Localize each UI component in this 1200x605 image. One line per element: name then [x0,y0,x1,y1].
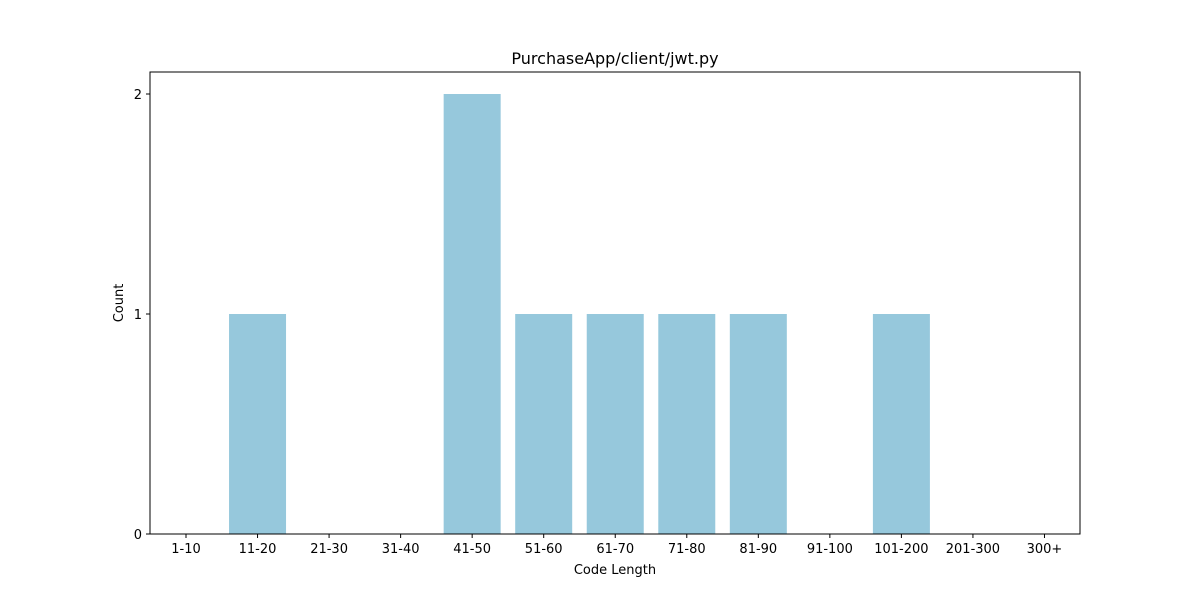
x-tick-label: 61-70 [596,542,634,557]
y-tick-label: 2 [134,88,142,103]
x-tick-label: 11-20 [239,542,277,557]
x-tick-label: 1-10 [171,542,201,557]
x-tick-label: 41-50 [453,542,491,557]
x-tick-label: 31-40 [382,542,420,557]
bar-51-60 [515,314,573,534]
bar-101-200 [872,314,930,534]
x-tick-label: 21-30 [310,542,348,557]
x-axis-label: Code Length [574,563,656,578]
x-tick-label: 81-90 [739,542,777,557]
y-axis-label: Count [112,284,127,323]
y-axis: 0 1 2 [134,88,150,543]
x-tick-label: 71-80 [668,542,706,557]
bar-81-90 [729,314,787,534]
bars-group [229,94,930,534]
x-tick-label: 101-200 [874,542,928,557]
y-tick-label: 0 [134,528,142,543]
x-tick-label: 201-300 [946,542,1000,557]
bar-71-80 [658,314,716,534]
bar-11-20 [229,314,287,534]
x-axis: 1-10 11-20 21-30 31-40 41-50 51-60 61-70 71-80 8… [171,534,1062,557]
x-tick-label: 91-100 [807,542,853,557]
chart-title: PurchaseApp/client/jwt.py [511,49,718,68]
plot-area [149,71,1081,535]
x-tick-label: 300+ [1027,542,1063,557]
y-tick-label: 1 [134,308,142,323]
x-tick-label: 51-60 [525,542,563,557]
bar-61-70 [586,314,644,534]
bar-41-50 [443,94,501,534]
